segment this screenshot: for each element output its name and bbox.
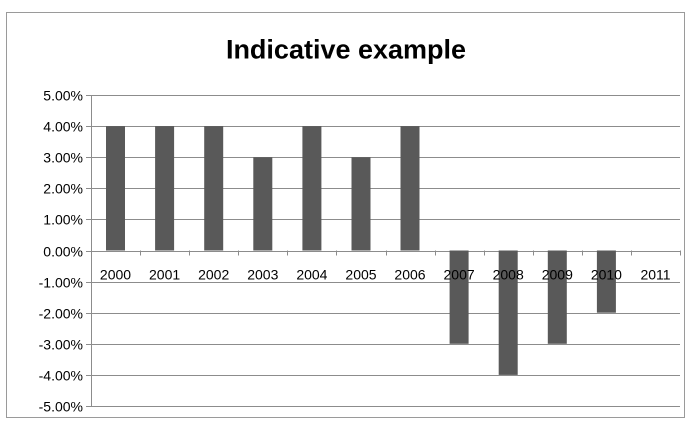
x-tick-label: 2011 [640, 267, 670, 283]
bar [400, 126, 420, 251]
x-tick-label: 2009 [542, 267, 573, 283]
bar [204, 126, 224, 251]
bar [596, 250, 616, 313]
x-tick-label: 2001 [149, 267, 180, 283]
bar [449, 250, 469, 344]
x-tick-label: 2000 [100, 267, 131, 283]
bar [351, 157, 371, 251]
x-tick-label: 2008 [493, 267, 524, 283]
bar [106, 126, 125, 251]
bar-series [106, 126, 616, 375]
x-tick-label: 2010 [591, 267, 622, 283]
y-tick-label: 1.00% [43, 212, 83, 228]
x-tick-label: 2002 [198, 267, 229, 283]
bar [498, 250, 518, 375]
bar [155, 126, 175, 251]
bar [253, 157, 273, 251]
y-tick-label: 4.00% [43, 119, 83, 135]
x-tick-label: 2003 [247, 267, 278, 283]
x-tick-label: 2006 [394, 267, 425, 283]
y-tick-label: -5.00% [39, 399, 83, 415]
y-tick-label: 2.00% [43, 181, 83, 197]
y-tick-label: 0.00% [43, 244, 83, 260]
chart-title: Indicative example [225, 34, 467, 65]
bar [302, 126, 322, 251]
y-tick-label: -3.00% [39, 337, 83, 353]
x-tick-label: 2005 [345, 267, 376, 283]
y-tick-labels: 5.00% 4.00% 3.00% 2.00% 1.00% 0.00% -1.00% -2.0… [39, 88, 83, 415]
y-tick-label: 5.00% [43, 88, 83, 104]
x-tick-label: 2007 [444, 267, 475, 283]
y-tick-label: 3.00% [43, 150, 83, 166]
y-tick-label: -4.00% [39, 368, 83, 384]
y-tick-label: -1.00% [39, 275, 83, 291]
gridlines [86, 95, 680, 407]
x-tick-labels: 2000 2001 2002 2003 2004 2005 2006 2007 2008 2009… [100, 267, 671, 283]
bar [547, 250, 567, 344]
x-tick-label: 2004 [296, 267, 327, 283]
y-tick-label: -2.00% [39, 306, 83, 322]
y-axis [91, 95, 681, 406]
